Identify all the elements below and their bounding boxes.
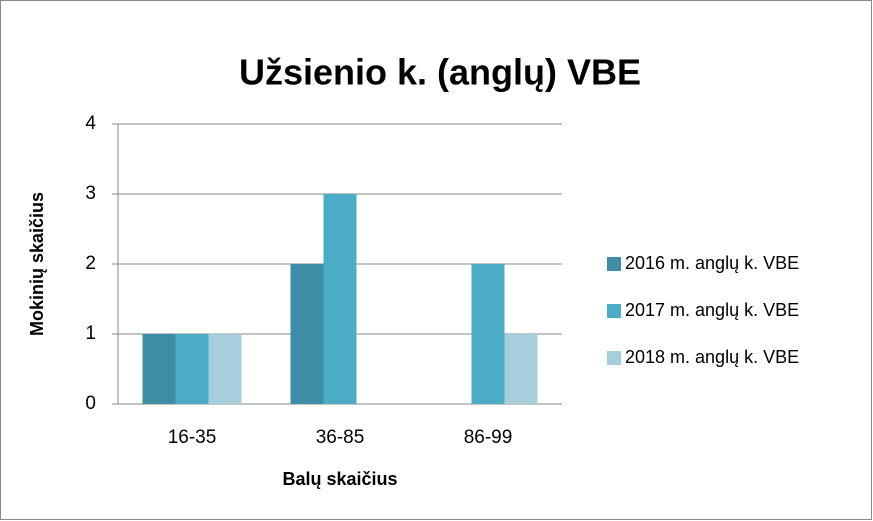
y-tick-label: 1 (85, 323, 96, 344)
legend-swatch (607, 304, 621, 318)
y-axis-label: Mokinių skaičius (27, 192, 47, 336)
bar (323, 194, 357, 404)
legend-swatch (607, 257, 621, 271)
bar (208, 334, 242, 404)
y-tick-label: 4 (85, 113, 96, 134)
bar (504, 334, 538, 404)
legend-label: 2017 m. anglų k. VBE (625, 300, 799, 320)
bar (290, 264, 324, 404)
y-tick-label: 3 (85, 183, 96, 204)
legend-label: 2018 m. anglų k. VBE (625, 347, 799, 367)
legend-swatch (607, 351, 621, 365)
legend-label: 2016 m. anglų k. VBE (625, 253, 799, 273)
bar (142, 334, 176, 404)
x-tick-label: 36-85 (316, 427, 365, 448)
bar (175, 334, 209, 404)
y-tick-label: 2 (85, 253, 96, 274)
bar (471, 264, 505, 404)
x-tick-label: 16-35 (168, 427, 217, 448)
y-tick-label: 0 (85, 393, 96, 414)
x-axis-label: Balų skaičius (282, 469, 397, 489)
chart-title: Užsienio k. (anglų) VBE (239, 52, 641, 93)
x-tick-label: 86-99 (464, 427, 513, 448)
